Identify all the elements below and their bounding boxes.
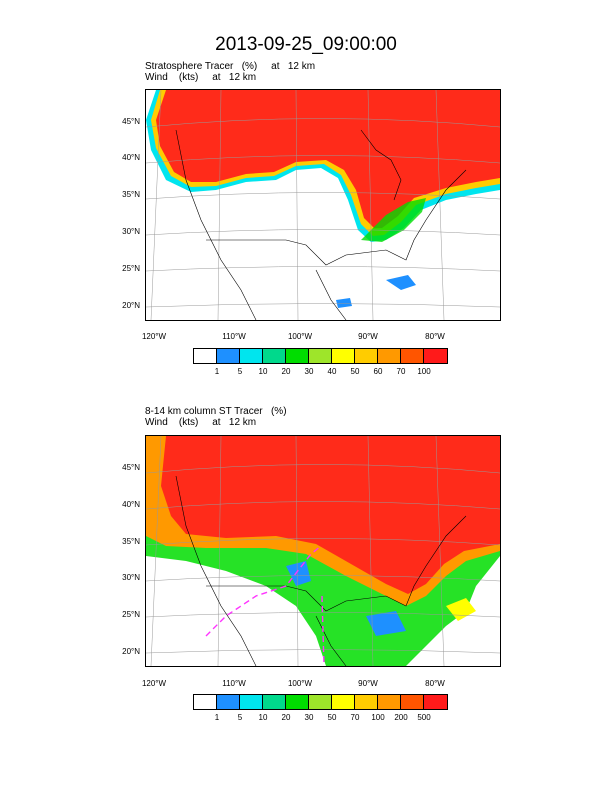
colorbar-swatch <box>401 695 424 709</box>
panel1-lon-80: 80°W <box>425 332 445 341</box>
panel1-label-line1: Stratosphere Tracer (%) at 12 km <box>145 61 316 72</box>
colorbar-swatch <box>217 349 240 363</box>
colorbar-label: 500 <box>417 713 431 722</box>
colorbar-label: 30 <box>304 713 314 722</box>
panel2-tracer-core <box>161 436 500 594</box>
panel2-lon-90: 90°W <box>358 679 378 688</box>
colorbar-swatch <box>332 349 355 363</box>
panel1-lat-35: 35°N <box>122 190 140 199</box>
panel1-tracer-spot2 <box>336 298 352 308</box>
panel1-label-line2: Wind (kts) at 12 km <box>145 72 257 83</box>
plot-title: 2013-09-25_09:00:00 <box>215 34 397 55</box>
colorbar-swatch <box>309 695 332 709</box>
colorbar-swatch <box>240 695 263 709</box>
colorbar-swatch <box>424 695 447 709</box>
colorbar-swatch <box>194 349 217 363</box>
colorbar-label: 10 <box>258 713 268 722</box>
colorbar-swatch <box>286 349 309 363</box>
panel1-tracer-core <box>156 90 500 228</box>
panel2-tracer-blue <box>286 561 311 586</box>
colorbar-swatch <box>263 349 286 363</box>
panel2-coastlines <box>175 475 467 666</box>
panel1-lat-20: 20°N <box>122 301 140 310</box>
panel1-lon-100: 100°W <box>287 332 313 341</box>
panel2-lon-80: 80°W <box>425 679 445 688</box>
colorbar-swatch <box>286 695 309 709</box>
panel1-lat-25: 25°N <box>122 264 140 273</box>
panel1-coastlines <box>175 129 467 320</box>
colorbar-swatch <box>355 695 378 709</box>
panel1-tracer-blob <box>361 198 426 242</box>
panel2-lon-110: 110°W <box>222 679 246 688</box>
panel2-map <box>145 435 501 667</box>
colorbar-swatch <box>424 349 447 363</box>
panel2-label-line1: 8-14 km column ST Tracer (%) <box>145 406 287 417</box>
colorbar-label: 70 <box>396 367 406 376</box>
colorbar-swatch <box>378 349 401 363</box>
panel2-lat-30: 30°N <box>122 573 140 582</box>
colorbar-label: 50 <box>350 367 360 376</box>
panel1-colorbar <box>193 348 448 364</box>
colorbar-label: 50 <box>327 713 337 722</box>
panel2-lat-35: 35°N <box>122 537 140 546</box>
colorbar-label: 20 <box>281 713 291 722</box>
colorbar-swatch <box>263 695 286 709</box>
colorbar-swatch <box>217 695 240 709</box>
panel2-label-line2: Wind (kts) at 12 km <box>145 417 257 428</box>
panel1-lon-110: 110°W <box>222 332 246 341</box>
colorbar-swatch <box>240 349 263 363</box>
colorbar-label: 10 <box>258 367 268 376</box>
colorbar-swatch <box>355 349 378 363</box>
colorbar-label: 60 <box>373 367 383 376</box>
colorbar-label: 200 <box>394 713 408 722</box>
colorbar-swatch <box>309 349 332 363</box>
colorbar-swatch <box>332 695 355 709</box>
colorbar-label: 1 <box>214 713 220 722</box>
colorbar-label: 100 <box>371 713 385 722</box>
panel1-lon-90: 90°W <box>358 332 378 341</box>
panel2-lon-120: 120°W <box>141 679 167 688</box>
colorbar-label: 20 <box>281 367 291 376</box>
panel2-lat-20: 20°N <box>122 647 140 656</box>
colorbar-label: 1 <box>214 367 220 376</box>
panel1-lat-40: 40°N <box>122 153 140 162</box>
panel2-colorbar <box>193 694 448 710</box>
panel2-lat-45: 45°N <box>122 463 140 472</box>
panel1-map <box>145 89 501 321</box>
panel2-tracer-yellow <box>446 598 476 621</box>
panel1-graticule <box>146 90 500 320</box>
panel2-lat-25: 25°N <box>122 610 140 619</box>
colorbar-label: 70 <box>350 713 360 722</box>
colorbar-label: 30 <box>304 367 314 376</box>
panel2-graticule <box>146 436 500 666</box>
colorbar-label: 5 <box>237 367 243 376</box>
panel1-tracer-spot <box>386 275 416 290</box>
panel1-lat-30: 30°N <box>122 227 140 236</box>
colorbar-label: 5 <box>237 713 243 722</box>
panel1-lat-45: 45°N <box>122 117 140 126</box>
panel2-dashed-contour <box>205 545 325 666</box>
panel1-lon-120: 120°W <box>141 332 167 341</box>
colorbar-swatch <box>401 349 424 363</box>
colorbar-label: 100 <box>417 367 431 376</box>
colorbar-swatch <box>378 695 401 709</box>
panel2-tracer-blue2 <box>366 611 406 636</box>
colorbar-label: 40 <box>327 367 337 376</box>
colorbar-swatch <box>194 695 217 709</box>
panel2-lon-100: 100°W <box>287 679 313 688</box>
panel2-lat-40: 40°N <box>122 500 140 509</box>
